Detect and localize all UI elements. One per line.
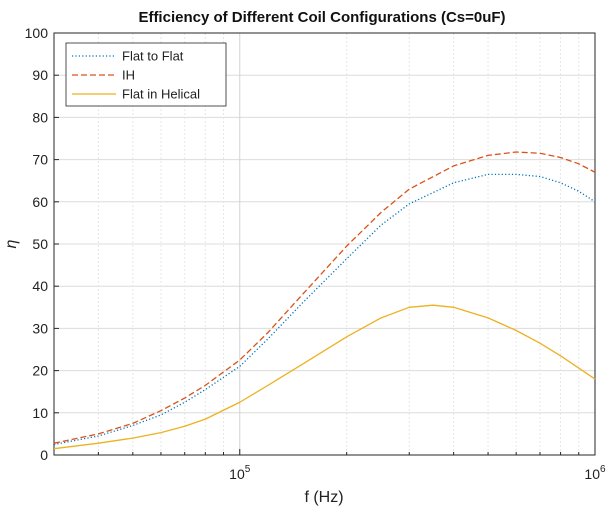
chart-title: Efficiency of Different Coil Configurati… — [138, 9, 505, 26]
y-tick-label: 80 — [32, 109, 48, 125]
x-axis-label: f (Hz) — [304, 489, 343, 506]
y-tick-label: 60 — [32, 194, 48, 210]
series-line-3 — [53, 304, 596, 450]
grid — [54, 33, 595, 455]
y-tick-label: 90 — [32, 67, 48, 83]
legend: Flat to Flat IH Flat in Helical — [65, 42, 227, 107]
legend-label-3: Flat in Helical — [122, 87, 200, 102]
y-tick-label: 0 — [40, 447, 48, 463]
y-tick-label: 20 — [32, 363, 48, 379]
y-tick-label: 50 — [32, 236, 48, 252]
x-tick-label: 105 — [229, 464, 251, 482]
x-tick-label: 106 — [584, 464, 606, 482]
series-line-1 — [53, 173, 596, 446]
legend-label-1: Flat to Flat — [122, 49, 184, 64]
series-group — [53, 151, 596, 450]
x-axis: 105 106 — [53, 449, 606, 482]
y-tick-label: 70 — [32, 152, 48, 168]
y-tick-label: 10 — [32, 405, 48, 421]
legend-label-2: IH — [122, 68, 135, 83]
y-tick-label: 40 — [32, 278, 48, 294]
y-tick-label: 30 — [32, 320, 48, 336]
y-tick-label: 100 — [25, 25, 49, 41]
y-axis: 0 10 20 30 40 50 60 70 80 90 100 — [25, 25, 59, 463]
series-line-2 — [53, 151, 596, 444]
y-axis-label: η — [3, 239, 20, 248]
